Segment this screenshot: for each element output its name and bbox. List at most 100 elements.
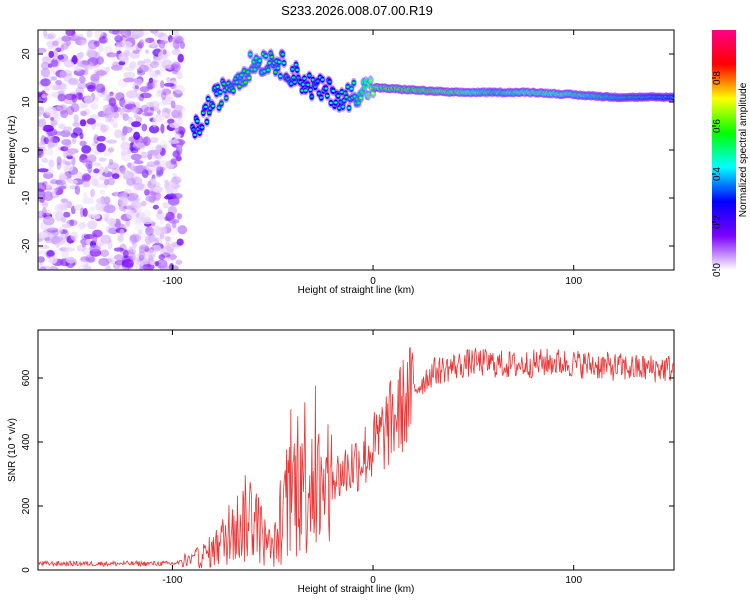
spectrogram-noise-cell [87, 220, 98, 230]
spectrogram-noise-cell [70, 171, 83, 179]
x-tick-label: 100 [565, 575, 582, 586]
spectrogram-noise-cell [47, 140, 52, 150]
spectrogram-signal-core [325, 94, 329, 97]
spectrogram-noise-cell [61, 139, 72, 146]
spectrogram-noise-cell [107, 177, 115, 186]
spectrogram-signal-core [248, 53, 252, 56]
spectrogram-noise-cell [143, 106, 154, 117]
spectrogram-noise-cell [45, 209, 51, 216]
spectrogram-noise-cell [170, 183, 181, 189]
spectrogram-noise-cell [56, 104, 68, 111]
spectrogram-noise-cell [83, 174, 91, 181]
spectrogram-noise-cell [86, 49, 95, 58]
spectrogram-noise-cell [114, 254, 124, 261]
spectrogram-noise-cell [55, 210, 64, 218]
spectrogram-noise-cell [55, 179, 66, 186]
spectrogram-noise-cell [56, 182, 67, 188]
spectrogram-signal-core [336, 94, 340, 98]
spectrogram-x-ticks: -100 0 100 [162, 30, 582, 287]
spectrogram-noise-cell [60, 109, 69, 119]
spectrogram-noise-cell [61, 42, 69, 50]
spectrogram-noise-cell [161, 91, 167, 101]
spectrogram-noise-cell [38, 124, 44, 131]
spectrogram-noise-cell [137, 60, 146, 66]
spectrogram-noise-cell [74, 33, 84, 39]
spectrogram-signal-core [216, 85, 220, 89]
spectrogram-noise-cell [133, 131, 141, 140]
spectrogram-noise-cell [105, 225, 118, 234]
spectrogram-noise-cell [129, 165, 141, 172]
spectrogram-noise-cell [74, 65, 83, 72]
spectrogram-noise-cell [158, 32, 169, 41]
spectrogram-noise-cell [137, 183, 147, 191]
spectrogram-noise-cell [98, 44, 104, 53]
spectrogram-noise-cell [93, 40, 100, 47]
spectrogram-noise-cell [136, 142, 143, 149]
spectrogram-signal-core [218, 90, 222, 94]
spectrogram-noise-cell [119, 108, 124, 116]
spectrogram-noise-cell [66, 106, 75, 115]
spectrogram-signal-core [237, 85, 241, 88]
spectrogram-noise-cell [85, 254, 95, 263]
spectrogram-noise-cell [176, 238, 184, 246]
spectrogram-noise-cell [91, 144, 98, 154]
spectrogram-noise-cell [108, 158, 114, 165]
spectrogram-noise-cell [153, 104, 160, 112]
spectrogram-noise-cell [153, 57, 162, 65]
spectrogram-noise-cell [132, 186, 139, 197]
spectrogram-noise-cell [126, 210, 136, 220]
spectrogram-signal-core [352, 81, 356, 85]
spectrogram-noise-cell [59, 44, 65, 53]
spectrogram-noise-cell [119, 164, 126, 175]
spectrogram-noise-cell [76, 221, 87, 230]
spectrogram-noise-cell [51, 68, 56, 76]
spectrogram-noise-cell [148, 145, 156, 150]
spectrogram-noise-cell [126, 178, 136, 186]
spectrogram-noise-cell [111, 64, 123, 71]
spectrogram-noise-cell [85, 160, 93, 169]
spectrogram-noise-cell [81, 173, 91, 182]
spectrogram-noise-cell [162, 202, 170, 209]
spectrogram-signal-core [254, 56, 258, 60]
spectrogram-noise-cell [62, 211, 71, 218]
spectrogram-signal-core [363, 85, 367, 89]
spectrogram-signal-core [366, 94, 370, 97]
spectrogram-noise-cell [43, 30, 48, 37]
spectrogram-noise-cell [131, 176, 143, 185]
spectrogram-noise-cell [136, 78, 143, 86]
spectrogram-signal-core [258, 59, 262, 62]
x-tick-label: -100 [162, 276, 182, 287]
colorbar-tick-label: 0.6 [712, 119, 723, 133]
spectrogram-noise-cell [112, 30, 122, 36]
spectrogram-noise-cell [81, 247, 92, 256]
spectrogram-noise-cell [150, 178, 156, 186]
spectrogram-noise-cell [95, 83, 106, 93]
spectrogram-noise-cell [142, 209, 152, 218]
spectrogram-noise-cell [140, 200, 147, 207]
snr-frame [37, 329, 675, 571]
spectrogram-noise-cell [84, 258, 89, 268]
spectrogram-signal-core [349, 87, 353, 91]
spectrogram-noise-cell [61, 216, 67, 223]
spectrogram-noise-cell [115, 92, 125, 101]
spectrogram-noise-cell [43, 137, 50, 145]
spectrogram-noise-cell [82, 191, 88, 200]
y-tick-label: 0 [21, 147, 32, 153]
spectrogram-noise-cell [82, 197, 94, 205]
spectrogram-noise-cell [60, 198, 69, 203]
spectrogram-noise-cell [57, 54, 65, 60]
spectrogram-noise-cell [157, 89, 163, 97]
spectrogram-noise-cell [81, 241, 86, 248]
spectrogram-noise-cell [90, 73, 100, 82]
spectrogram-noise-cell [134, 254, 140, 262]
spectrogram-signal-core [276, 66, 280, 70]
spectrogram-noise-cell [140, 104, 149, 113]
spectrogram-noise-cell [123, 71, 136, 79]
spectrogram-noise-cell [69, 219, 74, 227]
spectrogram-noise-cell [165, 93, 176, 100]
spectrogram-noise-cell [159, 248, 165, 254]
spectrogram-noise-cell [158, 101, 167, 107]
spectrogram-noise-cell [141, 169, 149, 179]
spectrogram-noise-cell [135, 212, 140, 218]
